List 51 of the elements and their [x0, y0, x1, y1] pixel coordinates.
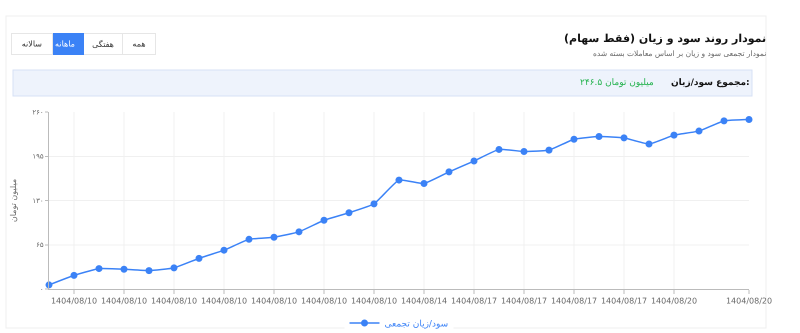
point	[546, 146, 552, 154]
text: ۲۴۶.۵ میلیون تومان	[580, 78, 654, 88]
text: هفتگی	[92, 39, 114, 49]
point	[320, 216, 328, 224]
point	[246, 236, 252, 243]
x-tick-label: 1404/08/14	[400, 296, 448, 306]
point	[446, 168, 452, 176]
point	[696, 128, 702, 135]
x-tick-label: 1404/08/17	[550, 296, 598, 306]
x-tick-label: 1404/08/20	[650, 296, 698, 306]
x-tick-label: 1404/08/10	[100, 296, 148, 306]
point	[646, 140, 652, 148]
x-tick-label: 1404/08/10	[350, 296, 398, 306]
point	[270, 234, 278, 241]
point	[196, 254, 202, 262]
point	[296, 228, 302, 236]
x-tick-label: 1404/08/17	[600, 296, 648, 306]
x-tick-label: 1404/08/10	[200, 296, 248, 306]
point	[596, 133, 602, 140]
text: سالانه	[22, 40, 42, 48]
text: ماهانه	[55, 40, 75, 48]
point	[420, 180, 428, 187]
x-tick-label: 1404/08/10	[150, 296, 198, 306]
point	[170, 264, 178, 272]
point	[496, 146, 502, 153]
x-tick-label: 1404/08/10	[250, 296, 298, 306]
x-tick-label: 1404/08/20	[726, 296, 772, 306]
chart-title: نمودار روند سود و زیان (فقط سهام)	[564, 32, 766, 45]
point	[470, 158, 478, 165]
point	[670, 132, 678, 139]
point	[146, 267, 152, 274]
point	[370, 200, 378, 208]
point	[570, 136, 578, 143]
point	[620, 134, 628, 142]
point	[220, 246, 228, 254]
x-tick-label: 1404/08/10	[300, 296, 348, 306]
point	[346, 209, 352, 216]
y-axis-title: میلیون تومان	[9, 178, 18, 222]
text: مجموع سود/زیان:	[671, 78, 750, 88]
point	[396, 176, 402, 184]
legend-label: سود/زیان تجمعی	[384, 320, 448, 330]
point	[120, 266, 128, 273]
x-tick-label: 1404/08/17	[450, 296, 498, 306]
point	[96, 265, 102, 272]
x-tick-label: 1404/08/10	[50, 296, 98, 306]
point	[746, 116, 752, 123]
point	[720, 117, 728, 124]
point	[520, 148, 528, 155]
text: همه	[132, 40, 146, 48]
point	[70, 272, 78, 279]
x-tick-label: 1404/08/17	[500, 296, 548, 306]
